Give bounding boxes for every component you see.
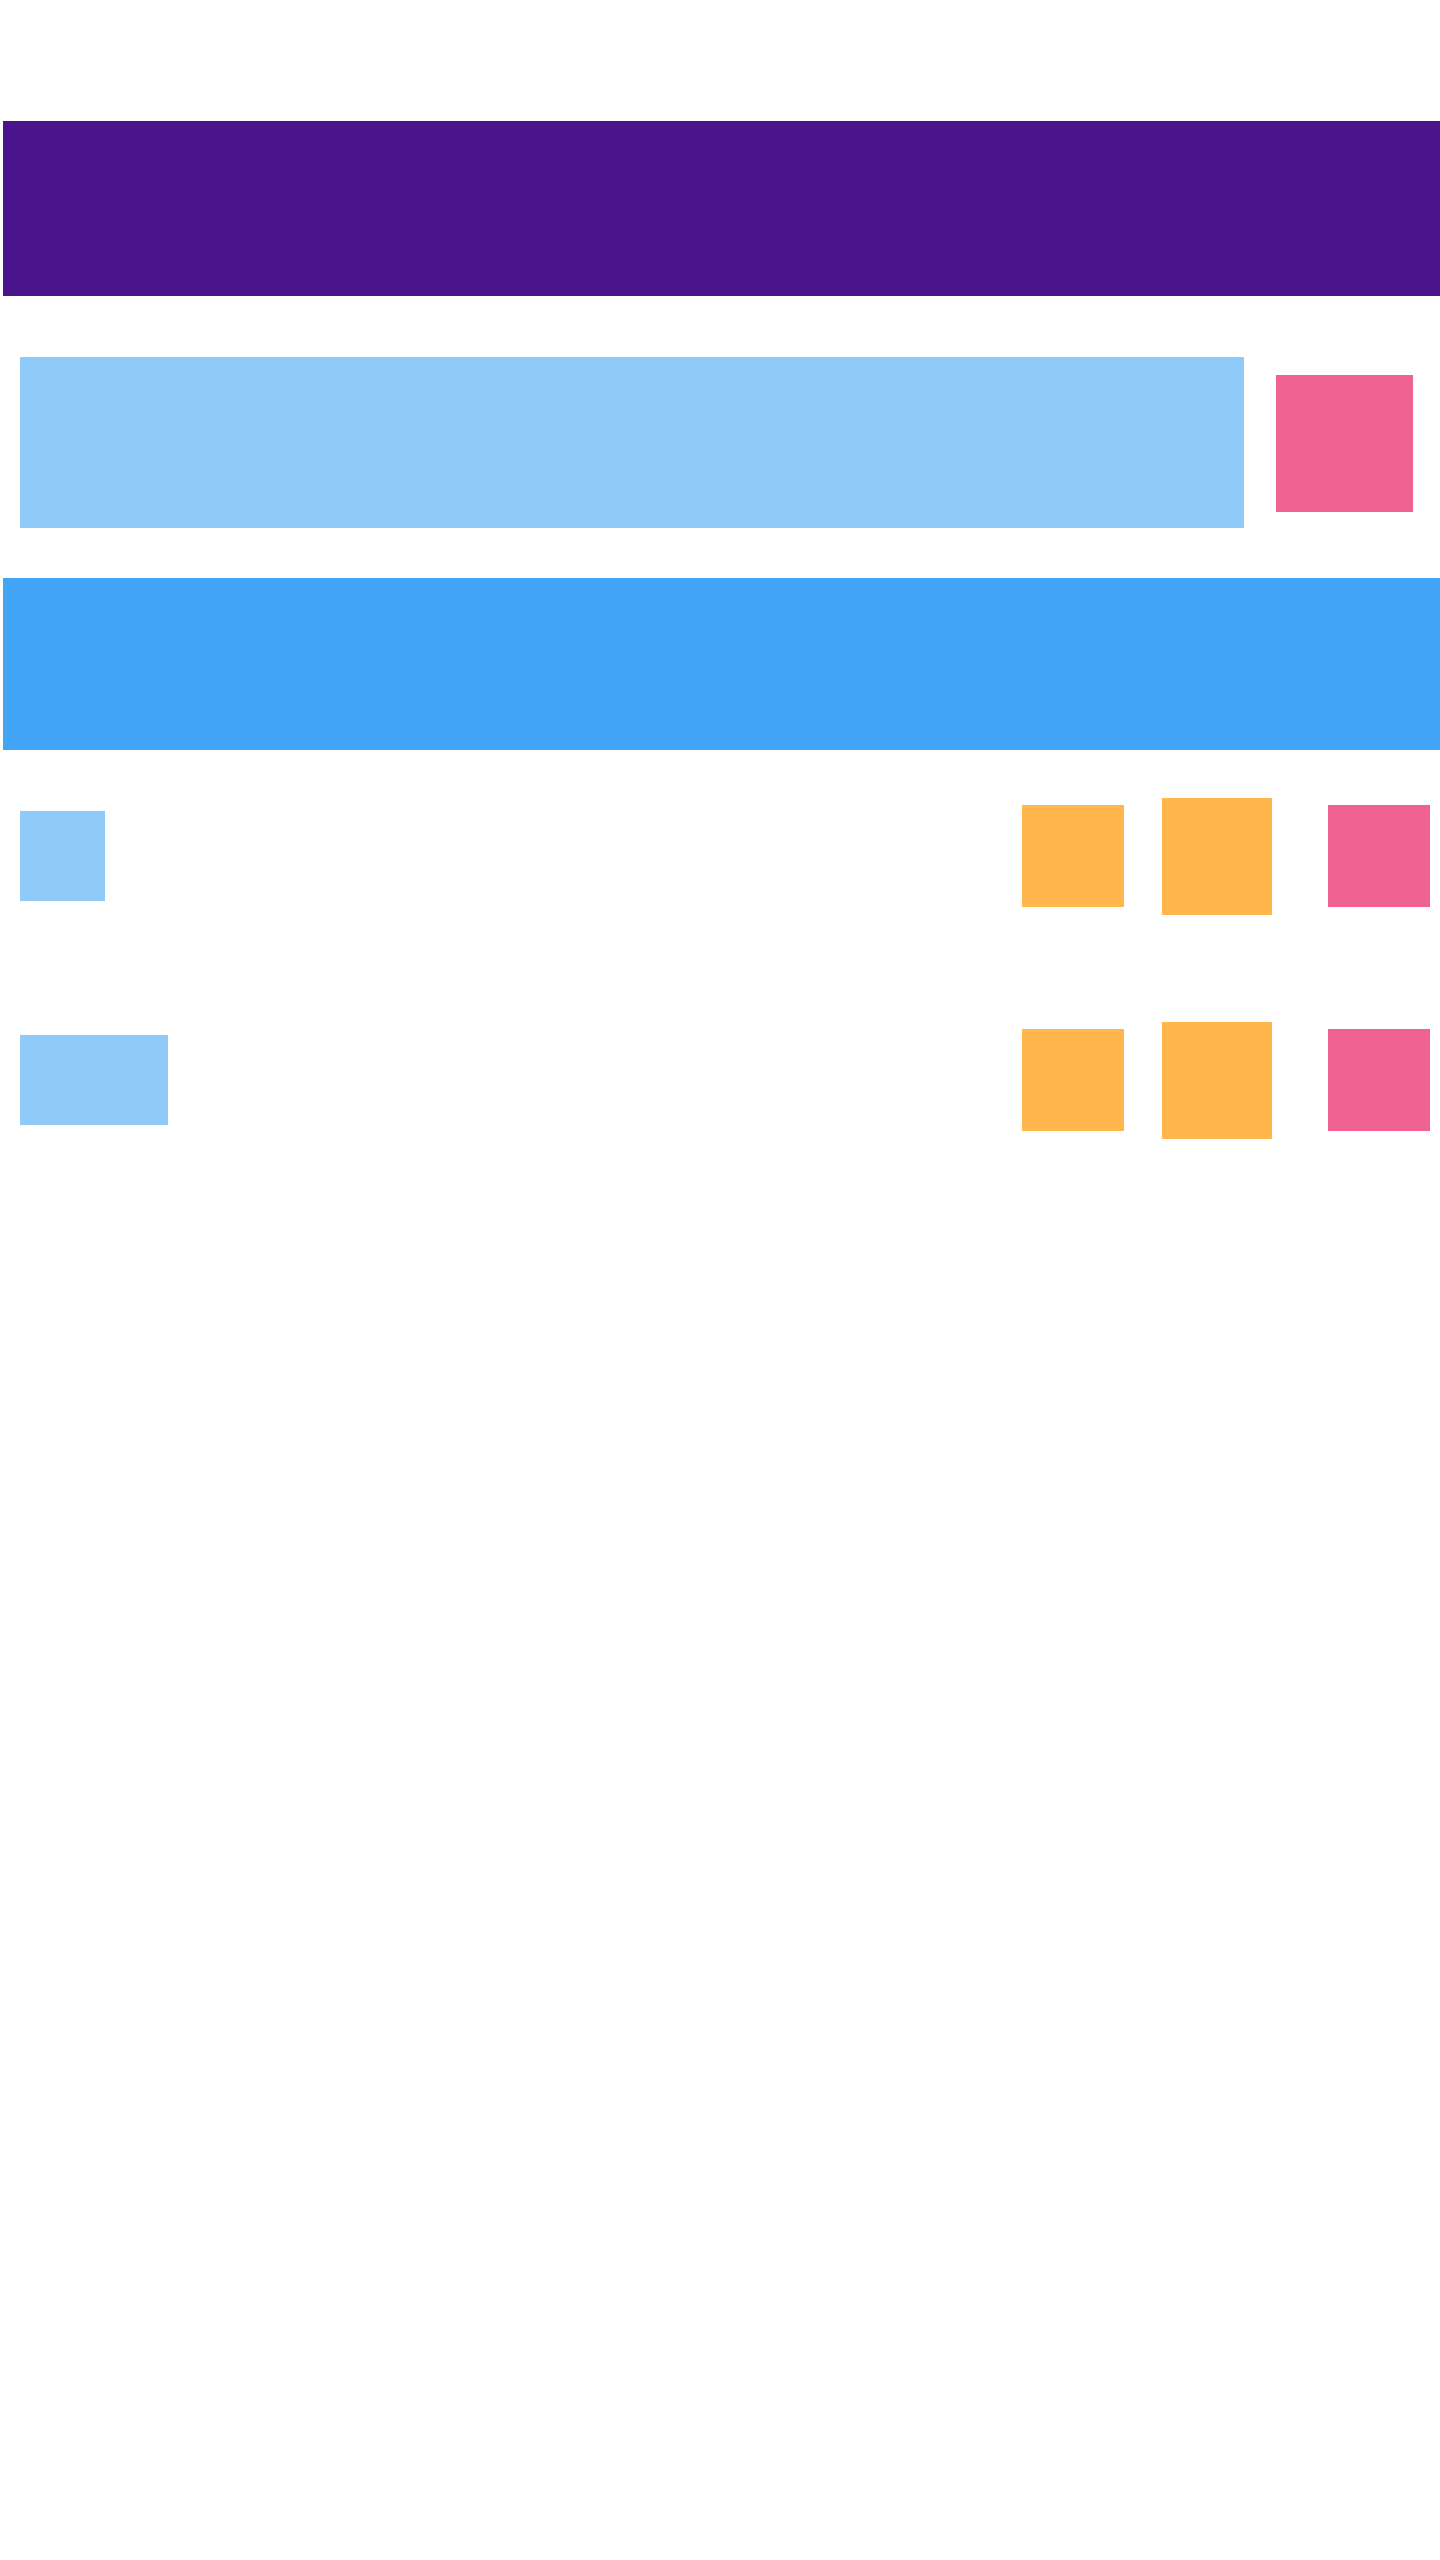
list-item-action-button[interactable] [1162, 1022, 1272, 1139]
list-item-action-button[interactable] [1022, 805, 1124, 907]
list-item-label [20, 1035, 168, 1125]
list-item-action-button[interactable] [1162, 798, 1272, 915]
list-item-label [20, 811, 105, 901]
list-item-delete-button[interactable] [1328, 1029, 1430, 1131]
add-button[interactable] [1276, 375, 1413, 512]
text-input-field[interactable] [20, 357, 1244, 528]
app-bar [3, 121, 1440, 296]
banner [3, 578, 1440, 750]
list-item-delete-button[interactable] [1328, 805, 1430, 907]
list-item-action-button[interactable] [1022, 1029, 1124, 1131]
